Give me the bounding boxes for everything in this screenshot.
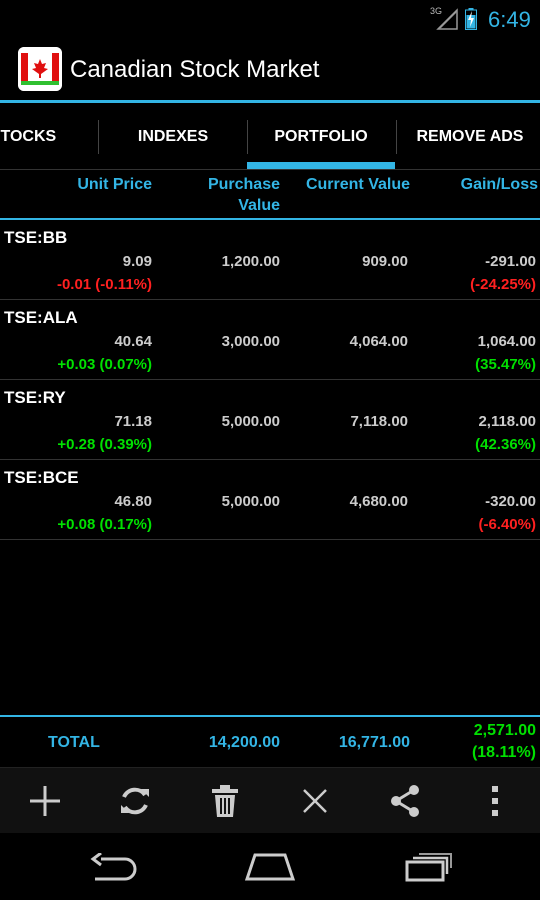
home-button[interactable]	[220, 833, 320, 900]
unit-price: 40.64	[114, 333, 152, 350]
tab-stocks-label: STOCKS	[0, 127, 57, 145]
tab-separator	[247, 120, 248, 154]
table-row[interactable]: TSE:RY 71.18 5,000.00 7,118.00 2,118.00 …	[0, 380, 540, 460]
gain-loss: -291.00	[485, 253, 536, 270]
table-row[interactable]: TSE:ALA 40.64 3,000.00 4,064.00 1,064.00…	[0, 300, 540, 380]
bottom-action-bar	[0, 767, 540, 833]
stock-symbol: TSE:ALA	[4, 308, 78, 327]
gain-loss: 2,118.00	[478, 413, 536, 430]
tab-remove-ads[interactable]: REMOVE ADS	[397, 103, 540, 170]
table-row[interactable]: TSE:BCE 46.80 5,000.00 4,680.00 -320.00 …	[0, 460, 540, 540]
tab-indexes[interactable]: INDEXES	[99, 103, 247, 170]
unit-price: 9.09	[122, 253, 152, 270]
total-label: TOTAL	[48, 734, 100, 751]
overflow-menu-button[interactable]	[450, 768, 540, 834]
unit-price: 71.18	[114, 413, 152, 430]
stock-symbol: TSE:BB	[4, 228, 68, 247]
current-value: 7,118.00	[350, 413, 408, 430]
signal-icon	[436, 8, 458, 30]
total-purchase-value: 14,200.00	[208, 734, 280, 751]
refresh-icon	[121, 787, 149, 815]
header-gain-loss: Gain/Loss	[460, 176, 538, 193]
tab-separator	[396, 120, 397, 154]
header-divider	[0, 218, 540, 220]
network-type: 3G	[430, 6, 443, 16]
add-icon	[30, 786, 60, 816]
tabs-divider	[0, 169, 540, 170]
tab-bar: STOCKS INDEXES PORTFOLIO REMOVE ADS	[0, 103, 540, 170]
total-current-value: 16,771.00	[338, 734, 410, 751]
unit-price: 46.80	[114, 493, 152, 510]
portfolio-list: TSE:BB 9.09 1,200.00 909.00 -291.00 -0.0…	[0, 220, 540, 540]
gain-loss-percent: (-24.25%)	[470, 276, 536, 293]
header-purchase-value-line2: Value	[238, 197, 280, 214]
home-icon	[244, 853, 296, 880]
delete-button[interactable]	[180, 768, 270, 834]
clear-button[interactable]	[270, 768, 360, 834]
back-icon	[90, 852, 137, 880]
stock-symbol: TSE:RY	[4, 388, 66, 407]
selected-tab-indicator	[247, 162, 395, 169]
tab-stocks[interactable]: STOCKS	[0, 103, 98, 170]
current-value: 4,064.00	[349, 333, 408, 350]
totals-row: TOTAL 14,200.00 16,771.00 2,571.00 (18.1…	[0, 717, 540, 767]
delete-icon	[212, 785, 238, 817]
price-change: +0.03 (0.07%)	[57, 356, 152, 373]
total-gain-loss-percent: (18.11%)	[471, 744, 536, 761]
purchase-value: 5,000.00	[221, 493, 280, 510]
tab-separator	[98, 120, 99, 154]
app-title: Canadian Stock Market	[70, 56, 320, 83]
tab-indexes-label: INDEXES	[137, 127, 209, 145]
header-current-value: Current Value	[305, 176, 410, 193]
action-bar: Canadian Stock Market	[0, 38, 540, 102]
recent-apps-icon	[405, 852, 452, 881]
back-button[interactable]	[63, 833, 163, 900]
current-value: 909.00	[362, 253, 408, 270]
total-gain-loss: 2,571.00	[473, 722, 536, 739]
gain-loss: 1,064.00	[477, 333, 536, 350]
gain-loss-percent: (42.36%)	[475, 436, 536, 453]
header-purchase-value-line1: Purchase	[207, 176, 280, 193]
clock: 6:49	[488, 7, 531, 32]
close-icon	[303, 789, 327, 813]
status-bar: 3G 6:49	[0, 0, 540, 38]
gain-loss: -320.00	[485, 493, 536, 510]
add-button[interactable]	[0, 768, 90, 834]
action-bar-divider	[0, 100, 540, 103]
gain-loss-percent: (-6.40%)	[478, 516, 536, 533]
recent-apps-button[interactable]	[378, 833, 478, 900]
share-icon	[391, 785, 419, 817]
battery-icon	[465, 8, 477, 30]
purchase-value: 3,000.00	[221, 333, 280, 350]
overflow-menu-icon	[492, 786, 498, 816]
purchase-value: 5,000.00	[221, 413, 280, 430]
price-change: +0.08 (0.17%)	[57, 516, 152, 533]
tab-portfolio[interactable]: PORTFOLIO	[247, 103, 395, 170]
current-value: 4,680.00	[349, 493, 408, 510]
tab-remove-ads-label: REMOVE ADS	[416, 127, 524, 145]
gain-loss-percent: (35.47%)	[475, 356, 536, 373]
share-button[interactable]	[360, 768, 450, 834]
canada-flag-icon[interactable]	[18, 47, 62, 91]
total-divider	[0, 715, 540, 717]
column-headers: Unit Price Purchase Value Current Value …	[0, 170, 540, 218]
refresh-button[interactable]	[90, 768, 180, 834]
header-unit-price: Unit Price	[77, 176, 152, 193]
tab-portfolio-label: PORTFOLIO	[274, 127, 368, 145]
price-change: +0.28 (0.39%)	[57, 436, 152, 453]
purchase-value: 1,200.00	[221, 253, 280, 270]
price-change: -0.01 (-0.11%)	[56, 276, 152, 293]
table-row[interactable]: TSE:BB 9.09 1,200.00 909.00 -291.00 -0.0…	[0, 220, 540, 300]
navigation-bar	[0, 833, 540, 900]
stock-symbol: TSE:BCE	[4, 468, 79, 487]
